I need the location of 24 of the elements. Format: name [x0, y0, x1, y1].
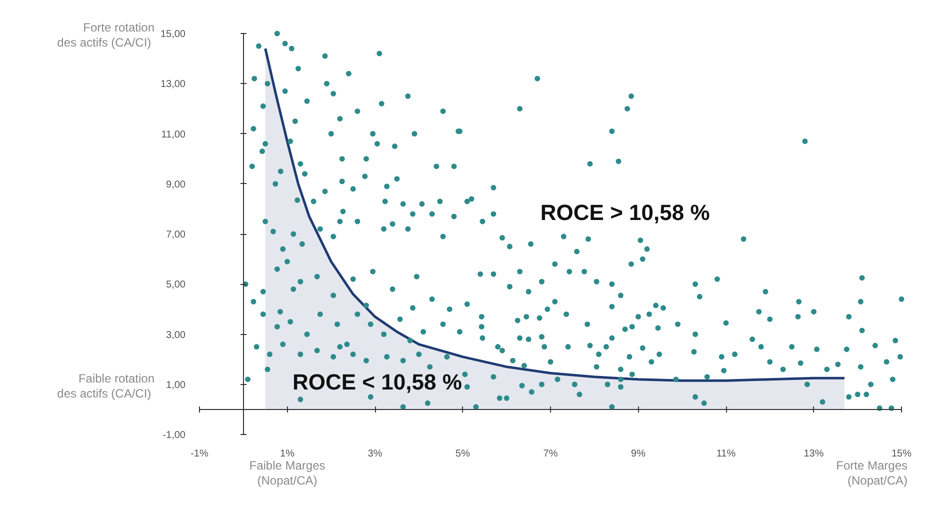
- x-tick-label: 9%: [631, 448, 646, 460]
- x-tick-label: 15%: [891, 448, 912, 460]
- x-tick-label: 5%: [456, 448, 470, 460]
- text: Forte rotation des actifs (CA/CI): [57, 20, 155, 50]
- x-tick-label: 13%: [804, 448, 824, 460]
- y-tick-label: 9,00: [166, 179, 186, 190]
- x-tick-label: 1%: [280, 448, 295, 460]
- y-tick-label: 11,00: [161, 129, 186, 140]
- text: Faible Marges (Nopat/CA): [249, 458, 326, 488]
- y-tick-label: 1,00: [166, 380, 186, 391]
- text: Faible rotation des actifs (CA/CI): [57, 371, 155, 400]
- annotation: ROCE < 10,58 %: [292, 369, 462, 394]
- y-tick-label: 3,00: [166, 330, 186, 341]
- x-tick-label: 3%: [368, 448, 382, 460]
- text: Forte Marges (Nopat/CA): [836, 458, 908, 488]
- x-tick-label: 7%: [543, 448, 558, 460]
- y-tick-label: 7,00: [166, 230, 186, 240]
- y-tick-label: -1,00: [162, 430, 186, 441]
- x-tick-label: -1%: [190, 448, 208, 460]
- x-tick-label: 11%: [716, 448, 736, 460]
- annotation: ROCE > 10,58 %: [540, 200, 710, 226]
- y-tick-label: 5,00: [166, 280, 186, 291]
- y-tick-label: 13,00: [160, 79, 186, 90]
- y-tick-label: 15,00: [160, 29, 186, 40]
